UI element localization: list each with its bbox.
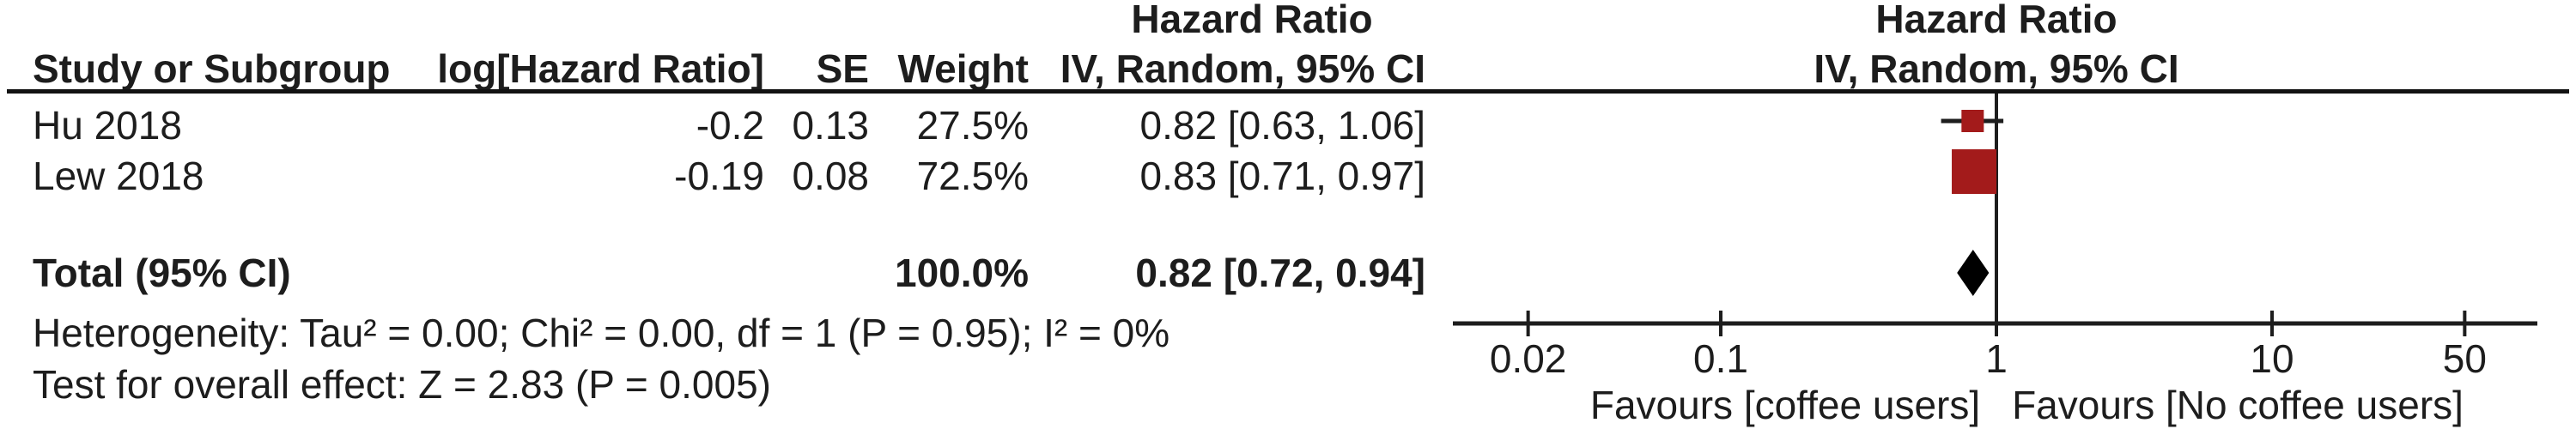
column-header-weight: Weight: [897, 46, 1029, 91]
axis-tick-50: [2463, 311, 2467, 336]
tick-label-50: 50: [2442, 336, 2487, 381]
study-name: Lew 2018: [33, 154, 204, 198]
log-hr-value: -0.2: [696, 103, 764, 148]
ci-text: 0.83 [0.71, 0.97]: [1139, 154, 1426, 198]
se-value: 0.08: [792, 154, 869, 198]
total-row-ci: 0.82 [0.72, 0.94]: [1135, 251, 1425, 295]
weight-value: 72.5%: [916, 154, 1029, 198]
weight-square: [1952, 149, 1997, 194]
tick-label-0.02: 0.02: [1489, 336, 1567, 381]
heterogeneity-stats: Heterogeneity: Tau² = 0.00; Chi² = 0.00,…: [33, 311, 1170, 355]
header-rule: [7, 89, 2569, 94]
se-value: 0.13: [792, 103, 869, 148]
favours-left-label: Favours [coffee users]: [1589, 383, 1981, 427]
column-header-study: Study or Subgroup: [33, 46, 391, 91]
log-hr-value: -0.19: [674, 154, 764, 198]
column-header-ci: IV, Random, 95% CI: [1060, 46, 1425, 91]
weight-square: [1961, 110, 1984, 132]
weight-value: 27.5%: [916, 103, 1029, 148]
column-header-log-hr: log[Hazard Ratio]: [437, 46, 764, 91]
study-name: Hu 2018: [33, 103, 182, 148]
tick-label-0.1: 0.1: [1693, 336, 1748, 381]
plot-effect-header: Hazard Ratio: [1875, 0, 2117, 41]
overall-effect-test: Test for overall effect: Z = 2.83 (P = 0…: [33, 362, 771, 407]
ci-text: 0.82 [0.63, 1.06]: [1139, 103, 1426, 148]
axis-tick-0.02: [1526, 311, 1530, 336]
column-header-se: SE: [816, 46, 869, 91]
axis-tick-10: [2270, 311, 2274, 336]
favours-right-label: Favours [No coffee users]: [2012, 383, 2464, 427]
total-diamond: [1957, 250, 1990, 296]
null-effect-line: [1995, 94, 1998, 336]
total-row-label: Total (95% CI): [33, 251, 291, 295]
tick-label-10: 10: [2250, 336, 2294, 381]
total-row-weight: 100.0%: [894, 251, 1029, 295]
table-effect-header: Hazard Ratio: [1131, 0, 1373, 41]
axis-tick-0.1: [1719, 311, 1722, 336]
tick-label-1: 1: [1985, 336, 2008, 381]
plot-model-header: IV, Random, 95% CI: [1814, 46, 2179, 91]
